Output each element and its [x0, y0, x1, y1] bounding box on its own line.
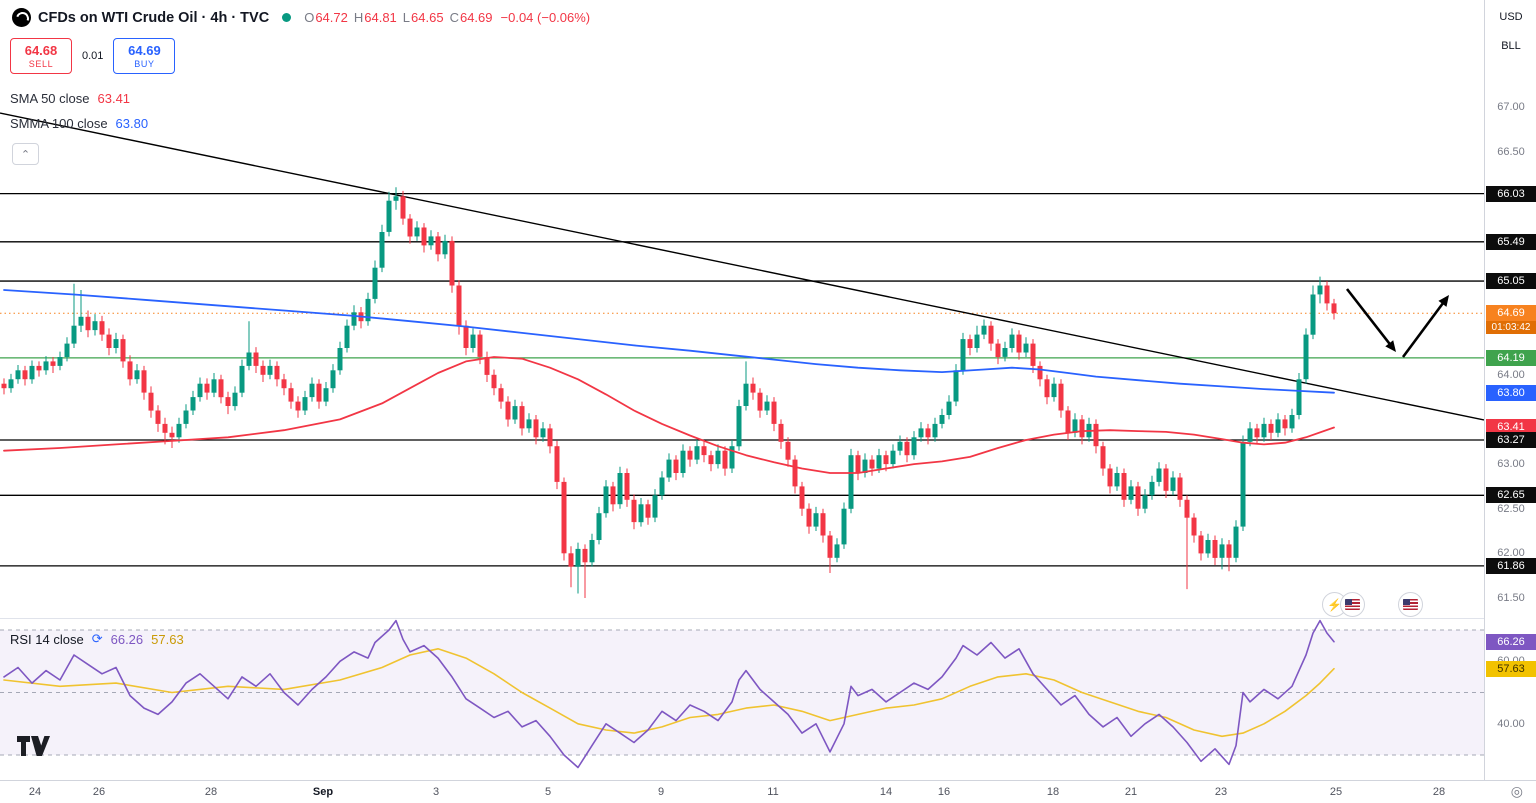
- legend-collapse-button[interactable]: ⌃: [12, 143, 39, 165]
- price-tick: 61.50: [1497, 591, 1525, 604]
- price-axis[interactable]: USD BLL 67.00 66.50 64.00 63.00 62.50 62.00 61…: [1484, 0, 1536, 780]
- time-label-11: 11: [767, 786, 779, 798]
- time-label-3: 3: [432, 786, 440, 798]
- rsi-name[interactable]: RSI 14 close: [10, 631, 84, 647]
- price-badge-62.65: 62.65: [1486, 487, 1536, 504]
- sma50-name: SMA 50 close: [10, 91, 90, 106]
- smma100-name: SMMA 100 close: [10, 116, 108, 131]
- price-badge-65.05: 65.05: [1486, 273, 1536, 290]
- us-flag-icon: [1403, 599, 1418, 610]
- time-label-25: 25: [1329, 786, 1343, 798]
- price-badge-63.80: 63.80: [1486, 384, 1536, 401]
- close-value: 64.69: [459, 10, 493, 25]
- high-value: 64.81: [364, 10, 397, 25]
- price-tick: 66.50: [1497, 145, 1525, 158]
- us-flag-event-icon-2[interactable]: [1398, 592, 1423, 617]
- indicator-row-smma100[interactable]: SMMA 100 close 63.80: [10, 116, 148, 131]
- time-label-9: 9: [657, 786, 665, 798]
- time-label-26: 26: [92, 786, 106, 798]
- lightning-glyph-icon: ⚡: [1327, 597, 1342, 612]
- pane-separator[interactable]: [0, 618, 1536, 619]
- rsi-legend: RSI 14 close ⟳ 66.26 57.63: [10, 631, 184, 647]
- open-label: O: [304, 10, 315, 25]
- countdown-badge: 01:03:42: [1486, 321, 1536, 335]
- rsi-badge-57.63: 57.63: [1486, 660, 1536, 677]
- time-axis-settings-icon[interactable]: ◎: [1510, 783, 1523, 799]
- event-markers-group: ⚡: [1322, 592, 1365, 617]
- symbol-title[interactable]: CFDs on WTI Crude Oil · 4h · TVC: [38, 9, 270, 26]
- price-badge-63.27: 63.27: [1486, 431, 1536, 448]
- price-tick: 62.00: [1497, 547, 1525, 560]
- time-label-Sep: Sep: [312, 786, 334, 798]
- time-label-14: 14: [879, 786, 893, 798]
- sell-price: 64.68: [24, 42, 58, 58]
- indicator-row-sma50[interactable]: SMA 50 close 63.41: [10, 91, 130, 106]
- us-flag-icon: [1345, 599, 1360, 610]
- tradingview-logo[interactable]: [16, 733, 50, 764]
- rsi-tick: 40.00: [1497, 717, 1525, 730]
- price-tick: 63.00: [1497, 458, 1525, 471]
- low-value: 64.65: [411, 10, 444, 25]
- low-label: L: [402, 10, 411, 25]
- rsi-pane-canvas[interactable]: [0, 619, 1484, 780]
- market-status-dot-icon[interactable]: [282, 13, 292, 22]
- change-value: −0.04 (−0.06%): [500, 10, 591, 25]
- price-badge-63.41: 63.41: [1486, 419, 1536, 436]
- rsi-signal-value: 57.63: [151, 631, 184, 647]
- spread-value: 0.01: [82, 50, 104, 62]
- close-label: C: [449, 10, 459, 25]
- time-label-21: 21: [1124, 786, 1138, 798]
- time-label-18: 18: [1046, 786, 1060, 798]
- price-badge-64.69: 64.69: [1486, 305, 1536, 322]
- sma50-value: 63.41: [97, 91, 131, 106]
- event-marker-single: [1398, 592, 1423, 617]
- refresh-icon[interactable]: ⟳: [91, 631, 103, 646]
- time-axis[interactable]: ◎ 24 26 28 Sep 3 5 9 11 14 16 18 21 23 25 28: [0, 780, 1536, 803]
- ohlc-values: O 64.72 H 64.81 L 64.65 C 64.69 −0.04 (−…: [304, 10, 590, 25]
- tradingview-logo-icon: [17, 736, 50, 756]
- buy-label: BUY: [134, 58, 155, 69]
- time-label-16: 16: [937, 786, 951, 798]
- price-tick: 64.00: [1497, 368, 1525, 381]
- smma100-value: 63.80: [115, 116, 149, 131]
- high-label: H: [353, 10, 364, 25]
- sell-button[interactable]: 64.68 SELL: [10, 38, 72, 74]
- symbol-legend: CFDs on WTI Crude Oil · 4h · TVC O 64.72…: [12, 8, 590, 27]
- buy-price: 64.69: [128, 42, 161, 58]
- time-label-23: 23: [1214, 786, 1228, 798]
- axis-unit-currency[interactable]: USD: [1499, 11, 1523, 23]
- time-label-24: 24: [28, 786, 42, 798]
- us-flag-event-icon[interactable]: [1340, 592, 1365, 617]
- price-badge-64.19: 64.19: [1486, 349, 1536, 366]
- time-label-28: 28: [1432, 786, 1446, 798]
- time-label-28: 28: [204, 786, 218, 798]
- buy-button[interactable]: 64.69 BUY: [113, 38, 176, 74]
- sell-label: SELL: [28, 58, 54, 69]
- price-tick: 62.50: [1497, 502, 1525, 515]
- price-badge-66.03: 66.03: [1486, 185, 1536, 202]
- open-value: 64.72: [315, 10, 348, 25]
- rsi-value: 66.26: [110, 631, 144, 647]
- price-badge-65.49: 65.49: [1486, 233, 1536, 250]
- trade-panel: 64.68 SELL 0.01 64.69 BUY: [10, 38, 176, 74]
- symbol-logo-icon: [12, 8, 31, 27]
- chevron-up-icon: ⌃: [20, 148, 31, 161]
- rsi-badge-66.26: 66.26: [1486, 633, 1536, 650]
- time-label-5: 5: [544, 786, 552, 798]
- price-tick: 67.00: [1497, 101, 1525, 113]
- price-badge-61.86: 61.86: [1486, 557, 1536, 574]
- axis-unit-barrels[interactable]: BLL: [1501, 40, 1521, 52]
- main-chart-canvas[interactable]: [0, 0, 1484, 618]
